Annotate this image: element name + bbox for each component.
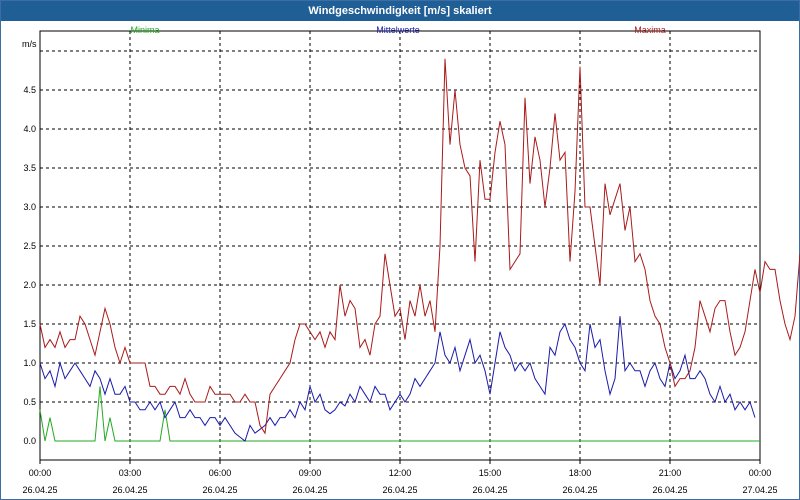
legend-maxima: Maxima bbox=[634, 25, 666, 35]
x-tick-time-label: 06:00 bbox=[209, 468, 232, 478]
x-tick-time-label: 03:00 bbox=[119, 468, 142, 478]
y-tick-label: 2.0 bbox=[23, 280, 36, 290]
legend-mittelwerte: Mittelwerte bbox=[376, 25, 420, 35]
x-tick-time-label: 15:00 bbox=[479, 468, 502, 478]
series-minima-line bbox=[39, 386, 760, 442]
x-tick-time-label: 00:00 bbox=[29, 468, 52, 478]
y-tick-label: 0.5 bbox=[23, 397, 36, 407]
x-tick-date-label: 26.04.25 bbox=[652, 485, 687, 495]
x-tick-date-label: 27.04.25 bbox=[742, 485, 777, 495]
series-mittelwerte-line bbox=[39, 316, 756, 442]
y-tick-label: 1.0 bbox=[23, 358, 36, 368]
chart-title: Windgeschwindigkeit [m/s] skaliert bbox=[1, 1, 799, 21]
x-tick-date-label: 26.04.25 bbox=[112, 485, 147, 495]
y-axis-unit-label: m/s bbox=[22, 39, 37, 49]
y-tick-label: 4.0 bbox=[23, 124, 36, 134]
legend-minima: Minima bbox=[130, 25, 159, 35]
series-maxima-line bbox=[39, 58, 800, 435]
y-tick-label: 1.5 bbox=[23, 319, 36, 329]
x-tick-date-label: 26.04.25 bbox=[382, 485, 417, 495]
x-tick-date-label: 26.04.25 bbox=[562, 485, 597, 495]
legend: Minima Mittelwerte Maxima bbox=[130, 25, 665, 35]
x-tick-date-label: 26.04.25 bbox=[292, 485, 327, 495]
axis-labels: m/s 0.0 0.5 1.0 1.5 2.0 2.5 3.0 3.5 4.0 4.5 00:00 2… bbox=[22, 39, 778, 495]
x-tick-time-label: 18:00 bbox=[569, 468, 592, 478]
x-tick-time-label: 21:00 bbox=[659, 468, 682, 478]
x-tick-date-label: 26.04.25 bbox=[22, 485, 57, 495]
y-tick-label: 0.0 bbox=[23, 436, 36, 446]
x-tick-date-label: 26.04.25 bbox=[202, 485, 237, 495]
x-tick-time-label: 00:00 bbox=[749, 468, 772, 478]
y-tick-label: 3.0 bbox=[23, 202, 36, 212]
y-tick-label: 2.5 bbox=[23, 241, 36, 251]
grid-lines bbox=[39, 31, 761, 464]
x-tick-time-label: 12:00 bbox=[389, 468, 412, 478]
x-tick-date-label: 26.04.25 bbox=[472, 485, 507, 495]
x-tick-time-label: 09:00 bbox=[299, 468, 322, 478]
y-tick-label: 4.5 bbox=[23, 85, 36, 95]
y-tick-label: 3.5 bbox=[23, 163, 36, 173]
series-lines bbox=[39, 58, 800, 442]
